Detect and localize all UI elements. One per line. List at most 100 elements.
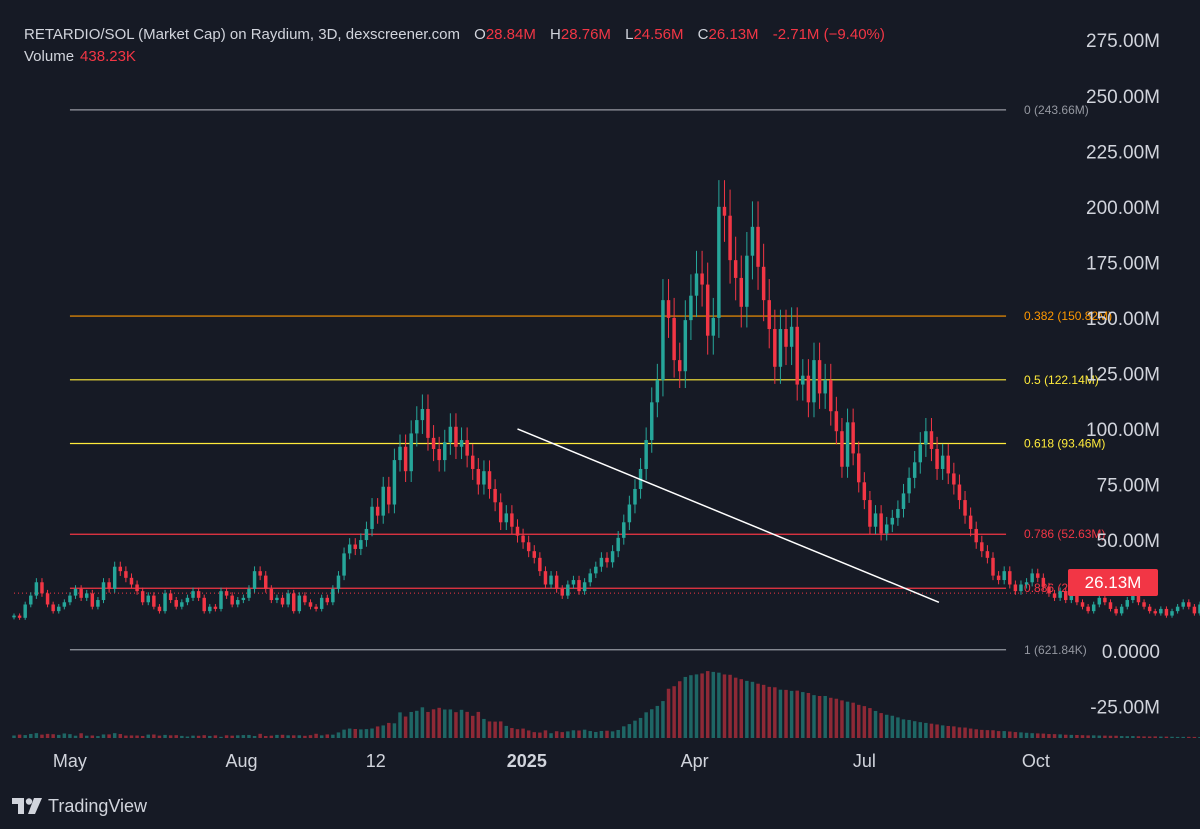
volume-bar-184 [1041,733,1046,738]
candle-26 [157,604,162,614]
candle-81 [465,427,469,468]
y-axis: 275.00M 250.00M 225.00M 200.00M 175.00M 150.0… [1086,31,1160,718]
volume-bar-36 [213,735,218,738]
candle-117 [666,279,671,338]
volume-bar-83 [476,711,481,738]
candle-173 [980,535,984,558]
volume-bar-194 [1097,735,1102,738]
candle-179 [1013,580,1018,595]
candle-180 [1019,580,1023,595]
volume-bar-175 [991,730,995,738]
candle-177 [1002,566,1006,585]
x-axis: May Aug 12 2025 Apr Jul Oct [53,751,1050,771]
volume-bar-99 [566,731,570,738]
volume-bar-45 [264,735,268,738]
volume-bar-149 [845,701,850,738]
volume-bar-189 [1069,734,1074,738]
resistance-trendline[interactable] [517,428,940,603]
candle-184 [1041,573,1046,591]
volume-bar-76 [437,707,441,738]
volume-bar-141 [801,692,805,738]
volume-bar-49 [286,735,290,738]
volume-bar-26 [157,735,162,738]
volume-bar-150 [851,702,855,738]
change-value: -2.71M (−9.40%) [772,26,885,43]
volume-bar-5 [40,734,44,738]
volume-bar-20 [124,735,128,738]
volume-bar-31 [185,736,190,738]
candle-91 [521,528,525,549]
x-tick-label-4: Apr [681,751,709,771]
volume-bar-93 [532,732,537,738]
candle-110 [627,495,632,531]
fib-label-4: 0.786 (52.63M) [1024,527,1105,541]
volume-bar-126 [717,672,721,738]
candle-194 [1097,594,1102,608]
candle-56 [325,594,330,606]
volume-label: Volume [24,48,75,65]
candle-72 [415,406,419,447]
volume-bar-67 [387,722,391,738]
volume-bar-208 [1175,736,1180,738]
candle-86 [493,479,497,512]
volume-bar-0 [12,735,16,738]
candle-27 [163,589,167,614]
candle-12 [79,585,83,602]
candle-70 [403,434,408,482]
candle-58 [336,571,341,593]
volume-bar-19 [118,734,123,738]
candle-53 [308,599,313,610]
volume-bar-42 [247,734,251,738]
candle-96 [549,571,553,589]
volume-bar-159 [901,719,906,738]
volume-bar-152 [862,706,867,738]
y-tick-label-4: 175.00M [1086,253,1160,274]
candle-73 [420,394,425,434]
candle-66 [381,476,385,524]
candle-99 [566,580,570,599]
candle-182 [1030,568,1034,587]
candle-40 [236,596,240,608]
tradingview-branding[interactable]: TradingView [12,794,147,818]
candle-123 [700,250,704,307]
y-tick-label-10: 0.0000 [1102,642,1160,663]
candle-144 [817,342,822,409]
volume-bar-65 [375,726,380,738]
volume-bar-72 [415,710,419,738]
close-value: 26.13M [708,26,759,43]
volume-bar-191 [1080,735,1085,738]
candle-209 [1181,599,1185,610]
volume-bar-119 [677,681,682,738]
volume-bar-190 [1075,734,1079,738]
chart-title: RETARDIO/SOL (Market Cap) on Raydium, 3D… [24,26,460,43]
candle-8 [57,604,61,614]
volume-bar-89 [510,728,514,738]
candle-171 [968,507,973,537]
candle-32 [191,587,195,602]
volume-bar-134 [761,684,766,738]
candle-157 [890,509,895,533]
candle-36 [213,604,218,612]
candle-187 [1058,587,1062,602]
candle-97 [554,571,559,593]
volume-bar-197 [1114,735,1118,738]
volume-bar-180 [1019,732,1023,738]
candle-30 [180,599,184,610]
y-tick-label-8: 75.00M [1097,476,1160,497]
candle-94 [538,552,542,576]
candle-95 [543,566,548,589]
volume-bar-132 [750,681,755,738]
volume-bar-94 [538,732,542,738]
candle-65 [375,498,380,524]
y-tick-label-7: 100.00M [1086,420,1160,441]
candle-0 [12,613,16,620]
candle-11 [73,585,78,599]
volume-bar-136 [773,687,777,738]
volume-bar-171 [968,728,973,738]
candle-52 [303,592,307,606]
volume-bar-212 [1198,737,1200,738]
volume-bar-160 [907,719,911,738]
candle-152 [862,472,867,510]
volume-bar-211 [1192,736,1197,738]
